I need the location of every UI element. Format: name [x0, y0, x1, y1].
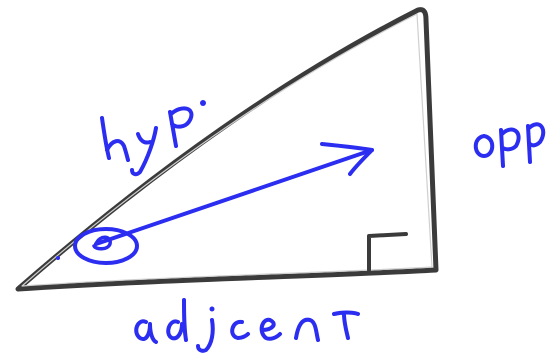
triangle-outline-inner [21, 13, 433, 287]
right-angle-marker [367, 232, 408, 272]
vertex-dot [56, 256, 60, 260]
label-adjacent [134, 298, 360, 353]
label-opposite [473, 122, 546, 168]
direction-arrow-shaft [94, 148, 374, 246]
angle-circle [73, 227, 139, 265]
angle-mark [92, 235, 112, 251]
direction-arrow-head [320, 142, 374, 176]
label-hypotenuse [100, 100, 206, 177]
triangle-outline [15, 7, 439, 292]
